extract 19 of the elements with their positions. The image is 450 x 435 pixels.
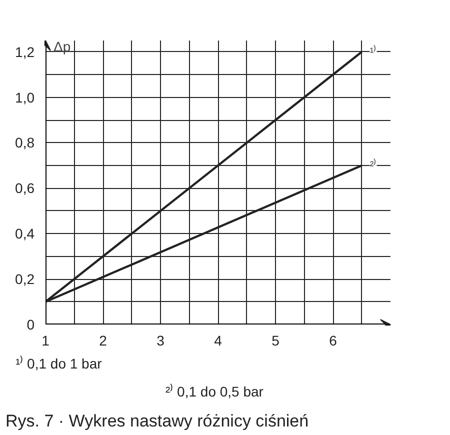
text: ¹⁾ 0,1 do 1 bar (16, 356, 102, 372)
y-tick-label: 0,4 (15, 226, 35, 242)
x-tick-label: 4 (214, 332, 222, 348)
y-axis-title: Δp (54, 38, 71, 54)
x-tick-label: 6 (329, 332, 338, 348)
y-tick-label: 0,2 (15, 271, 35, 288)
x-tick-label: 2 (99, 332, 108, 348)
y-tick-label: 0,6 (15, 180, 35, 196)
text: Rys. 7 · Wykres nastawy różnicy ciśnień (6, 412, 309, 430)
series-label: ¹⁾ (370, 44, 377, 59)
y-tick-label: 0,8 (15, 134, 35, 151)
x-tick-label: 5 (272, 332, 280, 348)
y-tick-label: 0 (26, 316, 35, 332)
text: ²⁾ 0,1 do 0,5 bar (166, 384, 264, 400)
y-tick-label: 1,2 (15, 44, 35, 60)
y-tick-label: 1,0 (15, 89, 35, 106)
series-label: ²⁾ (370, 158, 377, 172)
x-tick-label: 1 (42, 332, 50, 348)
x-tick-label: 3 (156, 332, 165, 348)
